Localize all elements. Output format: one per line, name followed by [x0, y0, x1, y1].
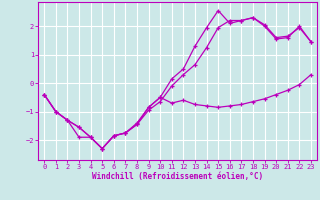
X-axis label: Windchill (Refroidissement éolien,°C): Windchill (Refroidissement éolien,°C) — [92, 172, 263, 181]
